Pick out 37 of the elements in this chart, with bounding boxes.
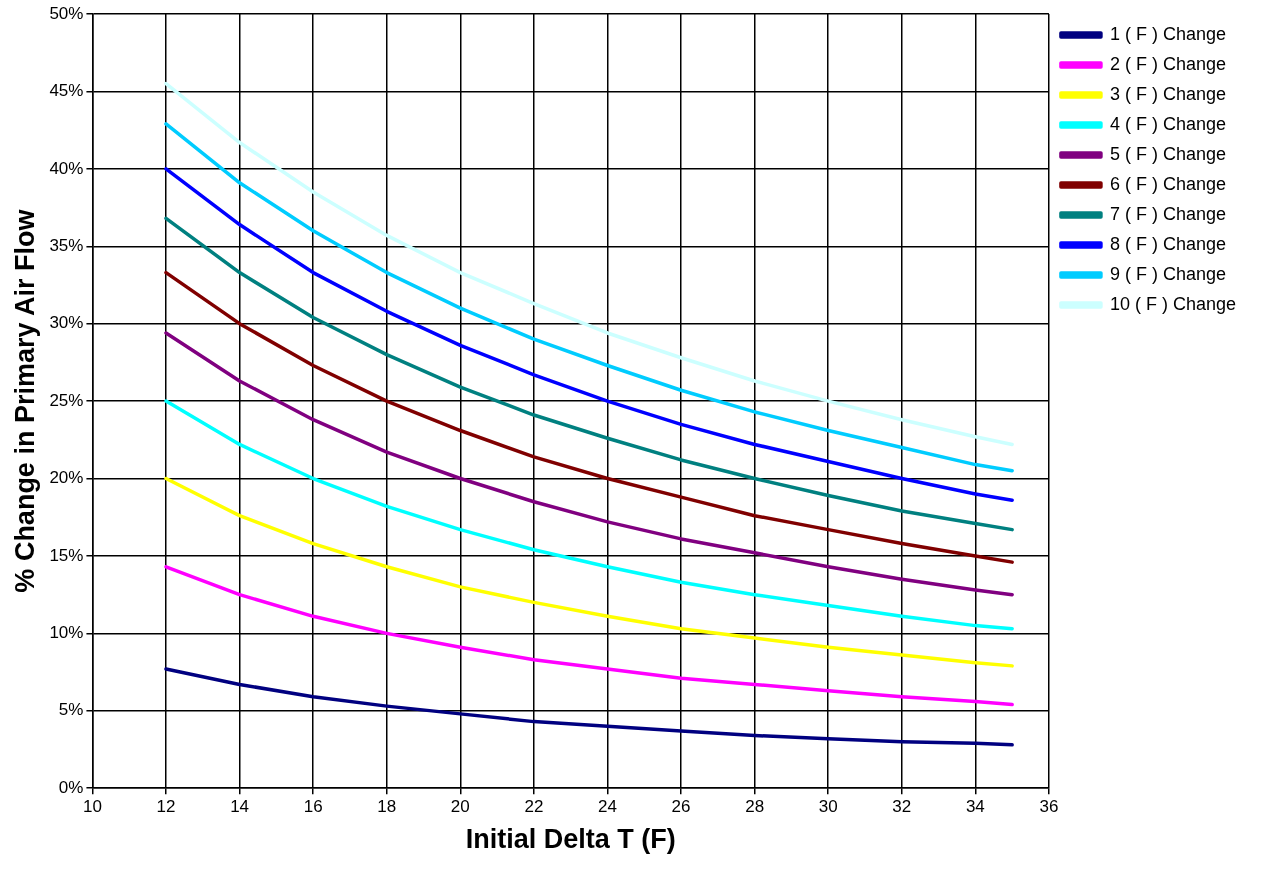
x-tick-label: 22 [524,797,544,817]
x-tick-label: 30 [818,797,838,817]
legend-label: 9 ( F ) Change [1109,263,1226,284]
x-tick-label: 16 [303,797,323,817]
legend-label: 2 ( F ) Change [1109,53,1226,74]
legend-label: 4 ( F ) Change [1109,113,1226,134]
x-tick-label: 20 [450,797,470,817]
legend-label: 5 ( F ) Change [1109,143,1226,164]
y-tick-label: 15% [49,545,84,565]
x-tick-label: 24 [598,797,617,817]
y-tick-label: 5% [58,700,84,720]
x-tick-label: 26 [671,797,691,817]
x-tick-label: 28 [745,797,765,817]
legend-label: 7 ( F ) Change [1109,203,1226,224]
y-tick-label: 30% [49,313,84,333]
y-tick-label: 10% [49,623,84,643]
legend-label: 8 ( F ) Change [1109,233,1226,254]
x-tick-label: 12 [156,797,176,817]
x-tick-label: 32 [892,797,912,817]
legend-label: 3 ( F ) Change [1109,83,1226,104]
legend-label: 10 ( F ) Change [1109,293,1236,314]
legend-label: 1 ( F ) Change [1109,23,1226,44]
legend-label: 6 ( F ) Change [1109,173,1226,194]
y-tick-label: 50% [49,3,84,23]
y-tick-label: 25% [49,390,84,410]
y-tick-label: 45% [49,81,84,101]
y-axis-title: % Change in Primary Air Flow [9,208,40,593]
x-tick-label: 36 [1039,797,1059,817]
x-tick-label: 34 [965,797,985,817]
x-tick-label: 10 [82,797,102,817]
y-tick-label: 20% [49,468,84,488]
x-axis-title: Initial Delta T (F) [465,824,676,855]
x-tick-label: 18 [377,797,397,817]
y-tick-label: 40% [49,158,84,178]
y-tick-label: 35% [49,235,84,255]
x-tick-label: 14 [230,797,250,817]
y-tick-label: 0% [58,777,84,797]
